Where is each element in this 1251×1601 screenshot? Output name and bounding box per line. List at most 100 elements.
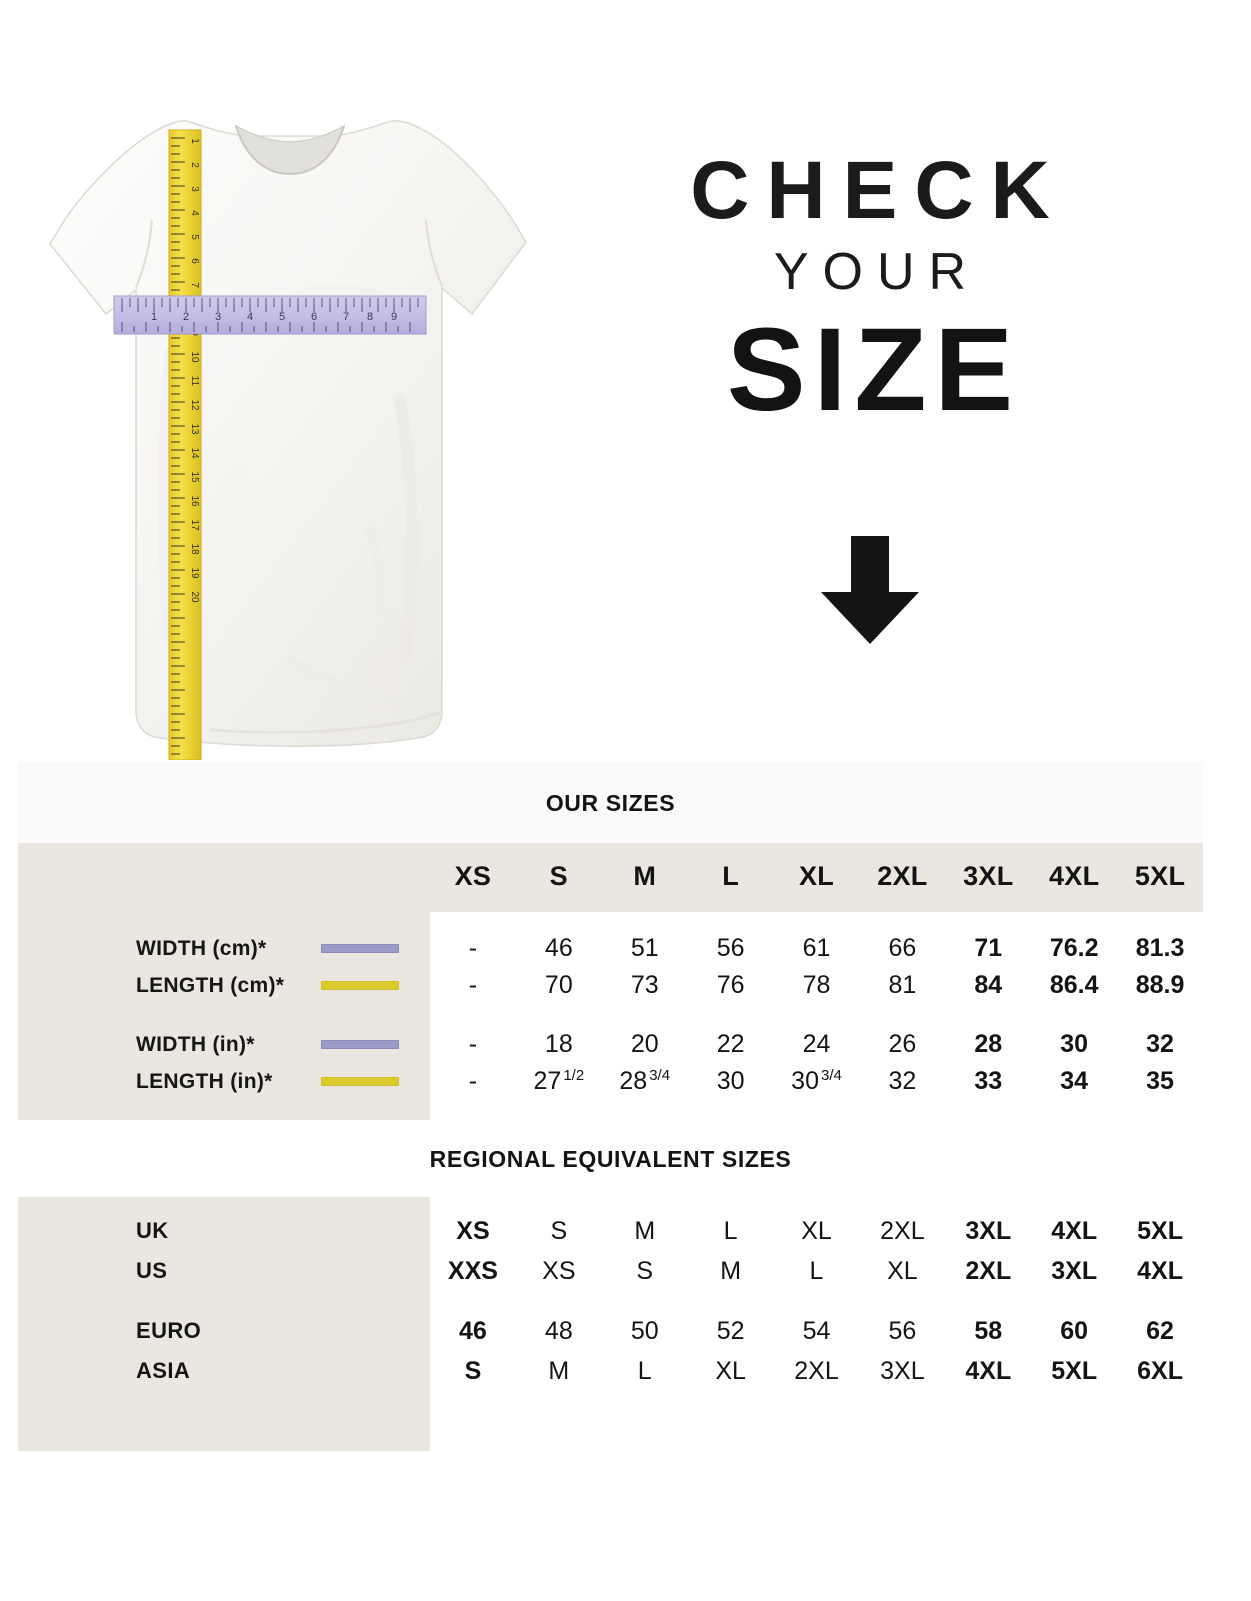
region-value-cell: 2XL — [880, 1216, 925, 1245]
region-value-cell: 58 — [974, 1316, 1003, 1345]
svg-text:10: 10 — [189, 351, 200, 363]
svg-text:16: 16 — [189, 495, 200, 507]
measurement-label-row: WIDTH (cm)* — [18, 930, 430, 967]
hero-section: 1 2 3 4 5 6 7 8 9 10 11 12 13 14 15 16 1 — [0, 0, 1251, 760]
vertical-measuring-tape: 1 2 3 4 5 6 7 8 9 10 11 12 13 14 15 16 1 — [168, 129, 202, 760]
svg-text:3: 3 — [189, 186, 200, 192]
width-color-swatch — [321, 944, 399, 953]
horizontal-ruler: 1 2 3 4 5 6 7 8 9 — [113, 295, 427, 335]
svg-text:20: 20 — [189, 591, 200, 603]
svg-text:6: 6 — [311, 311, 317, 323]
region-value-cell: 54 — [802, 1316, 831, 1345]
measurement-label-row: LENGTH (in)* — [18, 1063, 430, 1100]
svg-text:4: 4 — [247, 311, 253, 323]
region-value-row: XXS XS S M L XL 2XL 3XL 4XL — [430, 1251, 1203, 1291]
measurement-value-cell: 28 — [974, 1030, 1003, 1058]
svg-text:7: 7 — [189, 282, 200, 288]
region-value-cell: XXS — [447, 1256, 498, 1285]
length-color-swatch — [321, 981, 399, 990]
measurement-value-cell: 34 — [1060, 1067, 1089, 1095]
heading-line-size: SIZE — [726, 303, 1022, 436]
measurement-label: LENGTH (in)* — [136, 1069, 273, 1093]
length-color-swatch — [321, 1077, 399, 1086]
measurement-value-cell: 70 — [544, 971, 573, 999]
measurement-value-cell: 76 — [716, 971, 745, 999]
size-header-cell: 4XL — [1048, 861, 1100, 891]
region-value-cell: L — [809, 1256, 824, 1285]
regional-values-column: XS S M L XL 2XL 3XL 4XL 5XL XXS XS S M L XL 2XL 3XL 4XL 46… — [430, 1197, 1203, 1451]
region-value-cell: 2XL — [794, 1356, 839, 1385]
measurement-values-column: - 46 51 56 61 66 71 76.2 81.3 - 70 73 76 78 81 84 86.4 88… — [430, 912, 1203, 1120]
measurement-value-cell: 33 — [974, 1067, 1003, 1095]
size-chart-table: OUR SIZES XS S M L XL 2XL 3XL 4XL 5XL WIDTH (cm)… — [18, 762, 1203, 1451]
measurement-value-cell: 56 — [716, 934, 745, 962]
region-value-cell: 56 — [888, 1316, 917, 1345]
region-value-cell: 3XL — [880, 1356, 925, 1385]
fraction-superscript: 3/4 — [820, 1066, 842, 1084]
spacer — [430, 1291, 1203, 1311]
measurement-value-cell: 73 — [630, 971, 659, 999]
measurement-value-row: - 18 20 22 24 26 28 30 32 — [430, 1026, 1203, 1063]
svg-text:2: 2 — [189, 162, 200, 168]
region-value-cell: S — [464, 1356, 482, 1385]
heading-line-check: CHECK — [690, 145, 1067, 236]
measurement-value-cell: 28 3/4 — [619, 1066, 671, 1095]
spacer — [18, 1004, 430, 1026]
heading-line-your: YOUR — [773, 243, 981, 301]
measurement-value-row: - 70 73 76 78 81 84 86.4 88.9 — [430, 967, 1203, 1004]
region-value-cell: 2XL — [965, 1256, 1012, 1285]
region-value-cell: 62 — [1146, 1316, 1174, 1345]
size-header-cell: 5XL — [1134, 861, 1186, 891]
shirt-body — [49, 120, 527, 748]
region-label: ASIA — [136, 1358, 191, 1383]
measurement-value-cell: 66 — [888, 934, 917, 962]
regional-block: UK US EURO ASIA XS S M L XL 2XL 3XL 4XL 5XL XXS XS S M L… — [18, 1197, 1203, 1451]
region-value-row: 46 48 50 52 54 56 58 60 62 — [430, 1311, 1203, 1351]
size-header-cells: XS S M L XL 2XL 3XL 4XL 5XL — [430, 843, 1203, 912]
measurement-value-cell: 18 — [544, 1030, 573, 1058]
svg-text:14: 14 — [189, 447, 200, 459]
region-value-cell: L — [637, 1356, 652, 1385]
measurement-value-cell: 46 — [544, 934, 573, 962]
region-value-cell: XL — [887, 1256, 918, 1285]
region-value-cell: 50 — [630, 1316, 659, 1345]
region-value-cell: XS — [542, 1256, 576, 1285]
hero-heading: CHECK YOUR SIZE — [620, 150, 1120, 432]
svg-text:5: 5 — [279, 311, 285, 323]
svg-text:9: 9 — [391, 311, 397, 323]
measurement-value-cell: 30 — [1060, 1030, 1089, 1058]
svg-text:3: 3 — [215, 311, 221, 323]
measurement-label: WIDTH (cm)* — [136, 936, 267, 960]
svg-text:12: 12 — [189, 399, 200, 411]
size-header-row: XS S M L XL 2XL 3XL 4XL 5XL — [18, 843, 1203, 912]
svg-text:1: 1 — [151, 311, 157, 323]
svg-text:4: 4 — [189, 210, 200, 216]
measurement-value-cell: 51 — [630, 934, 659, 962]
measurement-value-cell: 84 — [974, 971, 1003, 999]
region-value-row: XS S M L XL 2XL 3XL 4XL 5XL — [430, 1211, 1203, 1251]
measurement-value-cell: 24 — [802, 1030, 831, 1058]
svg-text:2: 2 — [183, 311, 189, 323]
region-value-cell: M — [634, 1216, 656, 1245]
measurement-label-row: LENGTH (cm)* — [18, 967, 430, 1004]
measurement-value-cell: 81.3 — [1135, 934, 1185, 962]
measurement-value-cell: 27 1/2 — [533, 1066, 585, 1095]
measurement-label: WIDTH (in)* — [136, 1032, 255, 1056]
region-value-cell: 3XL — [1051, 1256, 1098, 1285]
arrow-down-icon — [821, 536, 919, 644]
region-value-cell: M — [720, 1256, 742, 1285]
regional-sizes-title: REGIONAL EQUIVALENT SIZES — [18, 1120, 1203, 1197]
svg-text:19: 19 — [189, 567, 200, 579]
measurement-value-cell: 32 — [1146, 1030, 1174, 1058]
size-header-spacer — [18, 843, 430, 912]
size-header-cell: 2XL — [877, 861, 928, 891]
svg-text:15: 15 — [189, 471, 200, 483]
region-value-cell: 4XL — [1051, 1216, 1098, 1245]
tshirt-illustration: 1 2 3 4 5 6 7 8 9 10 11 12 13 14 15 16 1 — [40, 100, 530, 760]
svg-text:17: 17 — [189, 519, 200, 531]
region-value-row: S M L XL 2XL 3XL 4XL 5XL 6XL — [430, 1351, 1203, 1391]
region-value-cell: XL — [801, 1216, 832, 1245]
region-value-cell: S — [636, 1256, 654, 1285]
regional-labels-column: UK US EURO ASIA — [18, 1197, 430, 1451]
region-value-cell: 60 — [1060, 1316, 1089, 1345]
